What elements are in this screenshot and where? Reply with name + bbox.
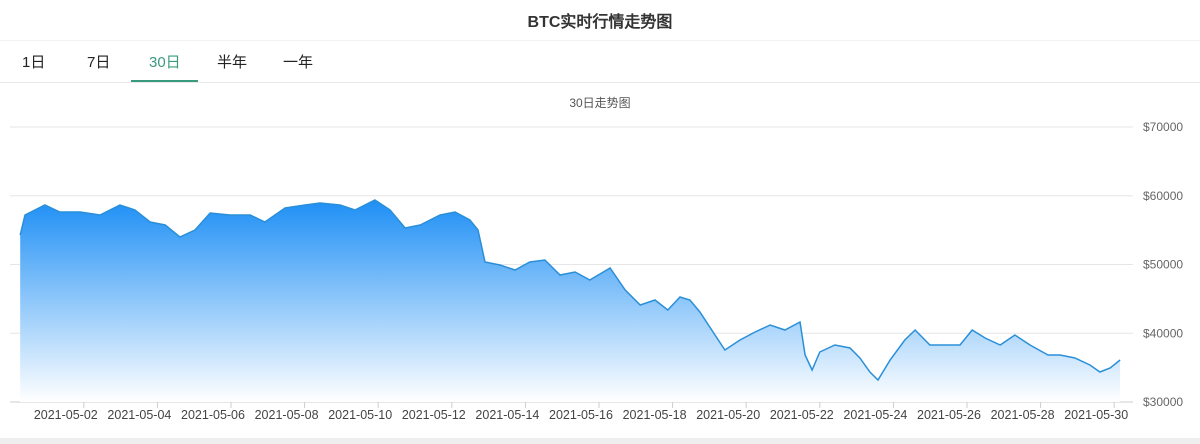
x-tick-label: 2021-05-08 — [255, 408, 319, 422]
y-tick-label: $50000 — [1143, 258, 1183, 272]
tab-30d[interactable]: 30日 — [149, 54, 181, 71]
y-tick-label: $70000 — [1143, 120, 1183, 134]
x-tick-label: 2021-05-24 — [843, 408, 907, 422]
x-tick-label: 2021-05-04 — [107, 408, 171, 422]
bottom-scrollbar[interactable] — [0, 438, 1200, 444]
x-tick-label: 2021-05-28 — [991, 408, 1055, 422]
x-tick-label: 2021-05-16 — [549, 408, 613, 422]
x-tick-label: 2021-05-22 — [770, 408, 834, 422]
x-tick-label: 2021-05-18 — [623, 408, 687, 422]
x-tick-label: 2021-05-10 — [328, 408, 392, 422]
tab-one-year[interactable]: 一年 — [283, 54, 314, 71]
chart-title: 30日走势图 — [569, 96, 630, 110]
y-tick-label: $60000 — [1143, 189, 1183, 203]
x-tick-label: 2021-05-30 — [1064, 408, 1128, 422]
x-tick-label: 2021-05-26 — [917, 408, 981, 422]
tab-1d[interactable]: 1日 — [22, 54, 46, 71]
range-tabs: 1日 7日 30日 半年 一年 — [0, 40, 1200, 83]
active-tab-indicator — [131, 80, 198, 82]
tab-half-year[interactable]: 半年 — [217, 54, 248, 71]
price-area — [20, 200, 1121, 402]
x-tick-label: 2021-05-20 — [696, 408, 760, 422]
price-line — [19, 199, 1121, 382]
y-tick-label: $40000 — [1143, 326, 1183, 340]
x-tick-label: 2021-05-02 — [34, 408, 98, 422]
page-title: BTC实时行情走势图 — [527, 14, 673, 31]
x-tick-label: 2021-05-06 — [181, 408, 245, 422]
y-tick-label: $30000 — [1143, 395, 1183, 409]
x-tick-label: 2021-05-14 — [475, 408, 539, 422]
tab-7d[interactable]: 7日 — [87, 54, 111, 71]
x-tick-label: 2021-05-12 — [402, 408, 466, 422]
